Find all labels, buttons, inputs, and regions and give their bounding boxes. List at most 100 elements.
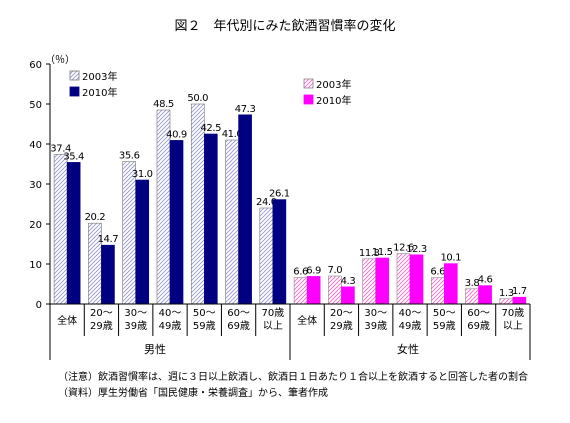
data-label: 4.6 (478, 275, 493, 286)
y-tick-label: 0 (36, 300, 42, 311)
data-label: 11.5 (372, 247, 393, 258)
bar (225, 139, 239, 305)
bar (443, 263, 458, 305)
data-label: 41.0 (222, 129, 243, 140)
bar (135, 179, 150, 305)
data-label: 35.4 (63, 151, 84, 162)
category-label: 全体 (297, 314, 317, 327)
bar (293, 277, 308, 305)
bar (396, 253, 411, 305)
bar (190, 103, 205, 305)
category-label: 全体 (57, 314, 77, 327)
category-label: 59歳 (193, 320, 216, 332)
category-label: 70歳 (501, 307, 524, 319)
group-label-male: 男性 (144, 342, 166, 356)
legend-label: 2003年 (316, 78, 351, 91)
bar (375, 257, 390, 305)
bar (341, 286, 355, 305)
chart-title: 図２ 年代別にみた飲酒習慣率の変化 (174, 18, 395, 34)
data-label: 7.0 (328, 265, 343, 276)
bar (238, 114, 252, 305)
category-label: 60～ (227, 308, 250, 319)
category-label: 69歳 (227, 320, 250, 332)
bar (122, 161, 137, 305)
category-label: 59歳 (433, 320, 456, 332)
bar (362, 258, 377, 305)
category-label: 30～ (364, 308, 387, 319)
legend-swatch (69, 70, 80, 81)
data-label: 1.3 (499, 288, 514, 299)
category-label: 以上 (503, 320, 523, 332)
data-label: 47.3 (235, 104, 256, 115)
category-label: 30～ (124, 308, 147, 319)
data-label: 10.1 (440, 253, 461, 264)
data-label: 31.0 (132, 169, 153, 180)
bar (53, 154, 68, 305)
data-label: 12.6 (393, 243, 414, 254)
data-label: 6.9 (306, 265, 321, 276)
note-definition: （注意）飲酒習慣率は、週に３日以上飲酒し、飲酒日１日あたり１合以上を飲酒すると回… (58, 372, 528, 383)
category-label: 40～ (399, 308, 422, 319)
legend-label: 2010年 (82, 86, 117, 99)
bar (272, 199, 287, 305)
data-label: 37.4 (50, 143, 71, 154)
data-label: 1.7 (512, 286, 527, 297)
category-label: 49歳 (399, 320, 422, 332)
group-label-female: 女性 (397, 342, 419, 356)
legend-swatch (303, 94, 314, 105)
y-tick-label: 40 (29, 140, 42, 151)
bar (478, 285, 492, 305)
bar (430, 277, 445, 305)
category-label: 29歳 (330, 320, 353, 332)
data-label: 42.5 (200, 123, 221, 134)
bar (169, 140, 184, 305)
data-label: 3.8 (465, 278, 480, 289)
y-tick-label: 30 (29, 180, 42, 191)
data-label: 6.6 (430, 267, 445, 278)
bar (328, 275, 342, 305)
data-label: 6.6 (293, 267, 308, 278)
data-label: 24.0 (256, 197, 277, 208)
category-label: 49歳 (159, 320, 182, 332)
bar (409, 254, 424, 305)
data-label: 26.1 (269, 189, 290, 200)
category-label: 29歳 (90, 320, 113, 332)
data-label: 14.7 (98, 234, 119, 245)
bar (306, 276, 321, 305)
category-label: 50～ (193, 308, 216, 319)
legend-swatch (69, 86, 80, 97)
data-label: 50.0 (187, 93, 208, 104)
data-label: 12.3 (406, 244, 427, 255)
category-label: 60～ (467, 308, 490, 319)
y-axis-unit: （％） (45, 54, 75, 66)
legend-swatch (303, 78, 314, 89)
bar (512, 296, 527, 305)
y-tick-label: 20 (29, 220, 42, 231)
category-label: 39歳 (364, 320, 387, 332)
category-label: 以上 (263, 320, 283, 332)
data-label: 20.2 (85, 212, 106, 223)
note-source: （資料）厚生労働省「国民健康・栄養調査」から、筆者作成 (58, 388, 328, 399)
data-label: 11.3 (359, 248, 380, 259)
y-tick-label: 50 (29, 100, 42, 111)
category-label: 20～ (330, 308, 353, 319)
y-tick-label: 60 (29, 60, 42, 71)
bar (499, 298, 514, 305)
legends: 2003年 2010年 2003年 2010年 (69, 70, 351, 107)
bar (203, 133, 218, 305)
category-label: 40～ (159, 308, 182, 319)
data-label: 40.9 (166, 129, 187, 140)
legend-label: 2010年 (316, 94, 351, 107)
category-label: 69歳 (467, 320, 490, 332)
bar (101, 244, 115, 305)
category-label: 20～ (90, 308, 113, 319)
category-label: 39歳 (124, 320, 147, 332)
bars: 37.435.4 20.2 14.7 35.6 31.0 48.5 40.9 50.0 42.5… (50, 93, 527, 305)
data-label: 35.6 (119, 151, 140, 162)
y-tick-label: 10 (29, 260, 42, 271)
category-label: 50～ (433, 308, 456, 319)
legend-label: 2003年 (82, 70, 117, 83)
bar (259, 207, 274, 305)
